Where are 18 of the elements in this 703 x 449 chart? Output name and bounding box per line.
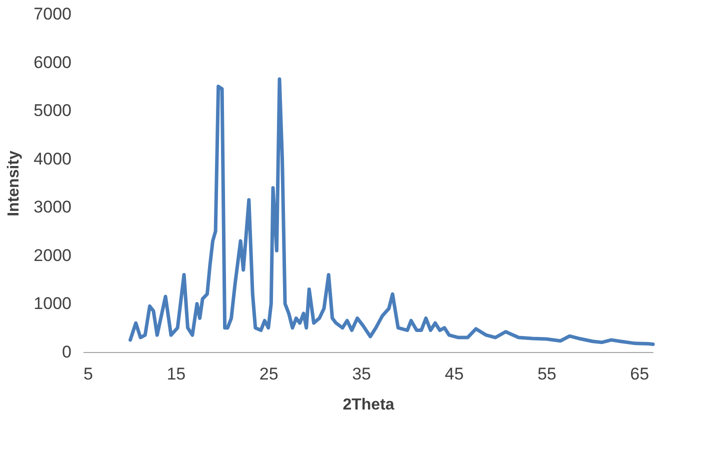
y-tick-label: 2000 [34,246,72,265]
x-tick-label: 25 [259,364,278,384]
y-tick-label: 1000 [34,294,72,314]
x-tick-label: 55 [537,364,556,384]
y-tick-label: 6000 [34,52,72,72]
x-tick-label: 15 [166,364,186,384]
y-tick-label: 7000 [34,4,72,24]
x-axis-title: 2Theta [342,396,394,414]
x-tick-label: 5 [84,364,93,384]
y-axis-title: Intensity [6,150,23,216]
y-tick-label: 5000 [34,101,72,120]
line-series [128,77,655,346]
x-tick-label: 45 [444,364,464,384]
y-tick-label: 4000 [34,149,72,168]
y-tick-label: 0 [62,342,72,362]
x-tick-label: 35 [352,364,372,384]
x-tick-label: 65 [630,364,650,384]
y-tick-label: 3000 [34,198,72,217]
